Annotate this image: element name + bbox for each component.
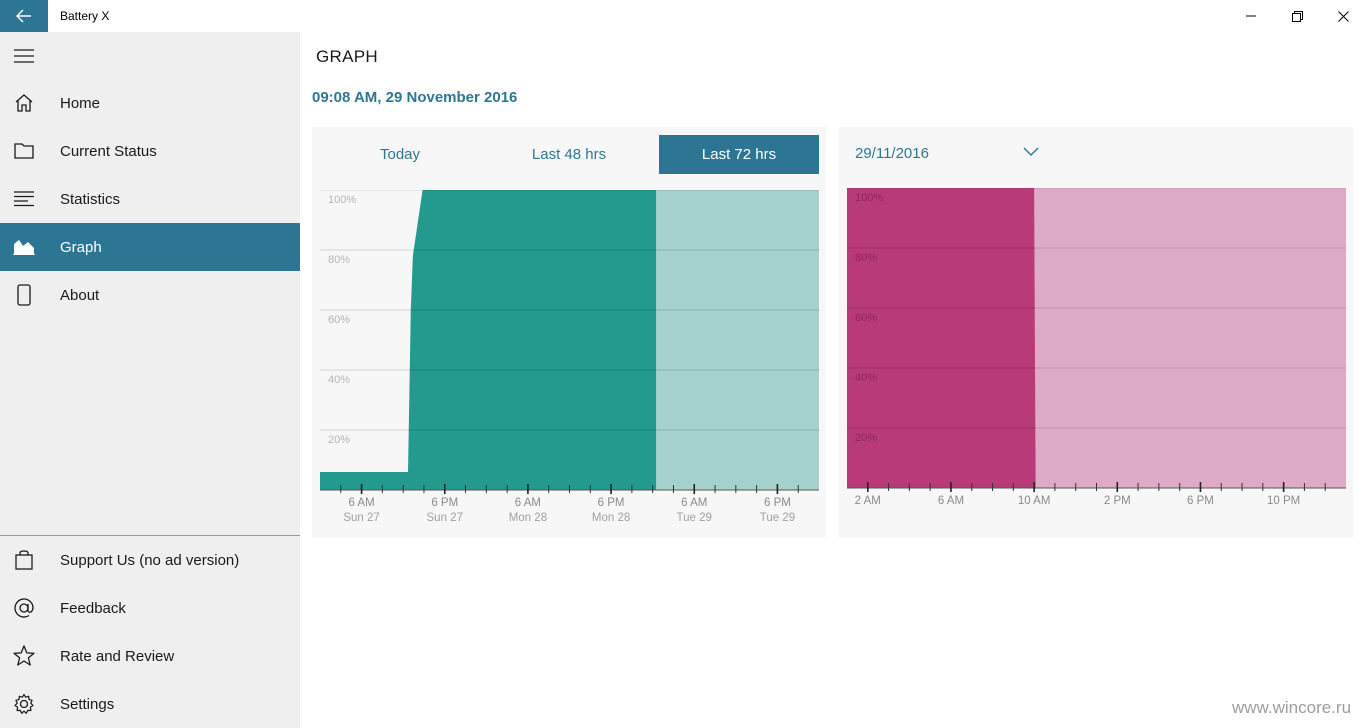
sidebar-item-label: About	[60, 286, 100, 304]
chevron-down-icon[interactable]	[1023, 147, 1039, 157]
x-tick-label: 6 PM	[764, 497, 791, 509]
list-icon	[0, 175, 48, 223]
x-tick-label: 2 AM	[855, 495, 881, 507]
at-sign-icon	[0, 584, 48, 632]
series-area	[320, 190, 657, 490]
sidebar-item-label: Support Us (no ad version)	[60, 551, 240, 569]
x-tick-day-label: Mon 28	[592, 512, 630, 524]
tab-today[interactable]: Today	[320, 135, 480, 174]
tab-last-72-hrs[interactable]: Last 72 hrs	[659, 135, 819, 174]
sidebar-item-graph[interactable]: Graph	[0, 223, 300, 271]
home-icon	[0, 79, 48, 127]
history-graph-panel: Today Last 48 hrs Last 72 hrs 100% 80% 60%…	[312, 127, 826, 538]
sidebar-item-statistics[interactable]: Statistics	[0, 175, 300, 223]
tab-label: Last 72 hrs	[701, 146, 777, 163]
current-timestamp: 09:08 AM, 29 November 2016	[312, 89, 518, 106]
star-icon	[0, 632, 48, 680]
y-tick-label: 20%	[855, 432, 877, 444]
tab-label: Today	[379, 146, 421, 163]
close-icon	[1337, 10, 1349, 22]
watermark: www.wincore.ru	[1232, 698, 1352, 717]
x-tick-label: 6 PM	[598, 497, 625, 509]
x-tick-day-label: Tue 29	[677, 512, 712, 524]
y-tick-label: 20%	[328, 434, 350, 446]
x-tick-label: 6 PM	[1187, 495, 1214, 507]
day-graph-panel: 29/11/2016 100% 80% 60% 40% 20% 2 AM 6 AM 10 AM…	[839, 127, 1353, 538]
sidebar-item-home[interactable]: Home	[0, 79, 300, 127]
folder-icon	[0, 127, 48, 175]
title-bar: Battery X	[0, 0, 1366, 32]
y-tick-label: 60%	[855, 312, 877, 324]
future-region	[656, 190, 819, 490]
series-area	[847, 188, 1036, 488]
close-button[interactable]	[1320, 0, 1366, 32]
sidebar-item-label: Rate and Review	[60, 647, 175, 665]
y-tick-label: 60%	[328, 314, 350, 326]
y-tick-label: 80%	[855, 252, 877, 264]
sidebar: Home Current Status Statistics Graph Abo…	[0, 32, 300, 728]
hamburger-icon	[14, 48, 34, 63]
restore-icon	[1291, 10, 1303, 22]
x-tick-day-label: Sun 27	[343, 512, 379, 524]
page-title: GRAPH	[316, 47, 378, 66]
x-tick-label: 6 AM	[515, 497, 541, 509]
back-button[interactable]	[0, 0, 48, 32]
x-tick-label: 6 PM	[431, 497, 458, 509]
sidebar-item-label: Graph	[60, 238, 102, 256]
sidebar-item-label: Current Status	[60, 142, 157, 160]
date-dropdown-value: 29/11/2016	[855, 145, 929, 162]
x-tick-day-label: Sun 27	[427, 512, 463, 524]
phone-icon	[0, 271, 48, 319]
y-tick-label: 40%	[328, 374, 350, 386]
area-chart-icon	[0, 223, 48, 271]
app-title: Battery X	[60, 9, 110, 23]
shopping-bag-icon	[0, 536, 48, 584]
x-tick-label: 6 AM	[681, 497, 707, 509]
sidebar-divider	[0, 535, 300, 536]
x-tick-label: 6 AM	[348, 497, 374, 509]
minimize-icon	[1246, 15, 1256, 17]
x-tick-day-label: Tue 29	[760, 512, 795, 524]
sidebar-item-settings[interactable]: Settings	[0, 680, 300, 728]
sidebar-item-feedback[interactable]: Feedback	[0, 584, 300, 632]
x-tick-label: 10 AM	[1018, 495, 1051, 507]
x-tick-label: 6 AM	[938, 495, 964, 507]
x-tick-label: 10 PM	[1267, 495, 1300, 507]
sidebar-item-label: Statistics	[60, 190, 121, 208]
minimize-button[interactable]	[1228, 0, 1274, 32]
sidebar-item-about[interactable]: About	[0, 271, 300, 319]
arrow-left-icon	[16, 9, 31, 23]
sidebar-item-label: Feedback	[60, 599, 126, 617]
sidebar-item-support-us[interactable]: Support Us (no ad version)	[0, 536, 300, 584]
date-dropdown[interactable]: 29/11/2016	[855, 145, 929, 162]
battery-history-chart: 100% 80% 60% 40% 20% 6 AM Sun 27 6 PM Sun 27 6 AM…	[320, 190, 819, 524]
x-tick-label: 2 PM	[1104, 495, 1131, 507]
tab-label: Last 48 hrs	[531, 146, 607, 163]
sidebar-item-label: Settings	[60, 695, 115, 713]
tab-last-48-hrs[interactable]: Last 48 hrs	[489, 135, 649, 174]
sidebar-item-label: Home	[60, 94, 101, 112]
sidebar-item-current-status[interactable]: Current Status	[0, 127, 300, 175]
restore-button[interactable]	[1274, 0, 1320, 32]
y-tick-label: 80%	[328, 254, 350, 266]
hamburger-menu-button[interactable]	[0, 32, 48, 79]
sidebar-item-rate-and-review[interactable]: Rate and Review	[0, 632, 300, 680]
gear-icon	[0, 680, 48, 728]
x-tick-day-label: Mon 28	[509, 512, 547, 524]
y-tick-label: 100%	[855, 192, 883, 204]
y-tick-label: 40%	[855, 372, 877, 384]
y-tick-label: 100%	[328, 194, 356, 206]
battery-day-chart: 100% 80% 60% 40% 20% 2 AM 6 AM 10 AM 2 PM 6 PM 10 …	[847, 188, 1346, 507]
